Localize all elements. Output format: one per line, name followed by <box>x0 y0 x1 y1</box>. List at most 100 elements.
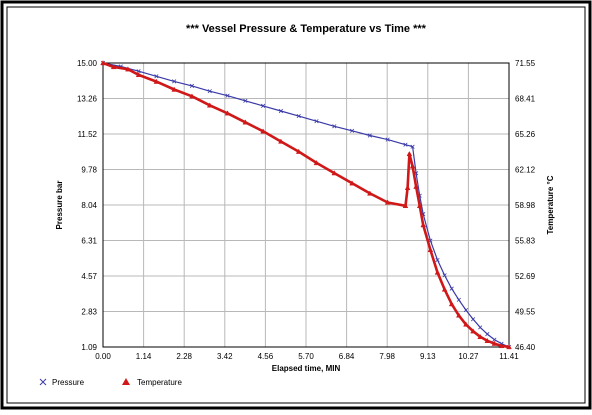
pressure-point <box>314 119 319 124</box>
y-left-tick-label: 1.09 <box>81 343 97 352</box>
series-line-pressure <box>102 62 510 348</box>
temperature-point <box>331 170 338 176</box>
inner-border <box>6 6 586 404</box>
temperature-point <box>224 110 231 116</box>
pressure-point <box>449 286 454 291</box>
temperature-point <box>100 60 106 66</box>
pressure-point <box>332 124 337 129</box>
y-right-tick-label: 55.83 <box>515 237 536 246</box>
pressure-point <box>492 337 497 342</box>
y-left-tick-label: 15.00 <box>77 59 98 68</box>
temperature-point <box>506 344 512 350</box>
y-left-tick-label: 2.83 <box>81 308 97 317</box>
legend-pressure-label: Pressure <box>52 378 85 387</box>
temperature-point <box>242 119 249 125</box>
x-tick-label: 9.13 <box>420 352 436 361</box>
temperature-point <box>456 312 462 318</box>
temperature-point <box>416 202 423 209</box>
pressure-point <box>470 317 476 322</box>
temperature-point <box>409 163 416 169</box>
pressure-point <box>410 144 415 149</box>
legend-temperature-marker <box>122 378 130 385</box>
left-axis: 15.00 13.26 11.52 9.78 8.04 6.31 4.57 2.83 1.09 <box>77 59 98 352</box>
pressure-point <box>207 89 212 94</box>
pressure-point <box>225 93 230 98</box>
y-right-tick-label: 65.26 <box>515 130 536 139</box>
chart-title: *** Vessel Pressure & Temperature vs Tim… <box>186 23 427 35</box>
x-tick-label: 5.70 <box>298 352 314 361</box>
y-left-tick-label: 9.78 <box>81 166 97 175</box>
y-right-tick-label: 49.55 <box>515 308 536 317</box>
y-left-tick-label: 4.57 <box>81 272 97 281</box>
x-tick-label: 6.84 <box>339 352 355 361</box>
temperature-point <box>260 128 266 134</box>
temperature-point <box>463 321 469 327</box>
temperature-point <box>367 190 373 196</box>
temperature-point <box>498 342 505 349</box>
pressure-point <box>154 74 159 79</box>
plot-area <box>102 62 510 348</box>
temperature-point <box>491 340 498 346</box>
pressure-point <box>463 307 469 313</box>
pressure-point <box>136 69 141 74</box>
pressure-point <box>261 103 266 108</box>
legend-x-marker <box>39 378 47 386</box>
temperature-point <box>448 301 455 307</box>
pressure-point <box>456 297 461 302</box>
y-left-tick-label: 13.26 <box>77 95 98 104</box>
x-tick-label: 3.42 <box>217 352 233 361</box>
y-right-tick-label: 71.55 <box>515 59 536 68</box>
y-right-tick-label: 68.41 <box>515 95 536 104</box>
x-tick-label: 7.98 <box>379 352 395 361</box>
x-axis-label: Elapsed time, MIN <box>272 364 341 373</box>
temperature-point <box>470 328 476 334</box>
temperature-point <box>125 66 131 72</box>
temperature-point <box>441 286 448 292</box>
x-tick-label: 10.27 <box>458 352 479 361</box>
y-left-tick-label: 6.31 <box>81 237 97 246</box>
temperature-point <box>420 222 427 228</box>
temperature-point <box>477 333 484 340</box>
y-left-tick-label: 11.52 <box>78 130 98 139</box>
x-tick-label: 4.56 <box>258 352 274 361</box>
pressure-point <box>296 114 301 119</box>
temperature-point <box>171 86 177 92</box>
temperature-point <box>135 71 142 78</box>
temperature-point <box>278 138 284 144</box>
pressure-point <box>243 98 248 103</box>
pressure-point <box>367 133 372 138</box>
series-layer <box>100 60 512 350</box>
pressure-point <box>278 108 283 114</box>
y-right-tick-label: 58.98 <box>515 201 536 210</box>
temperature-point <box>406 150 413 157</box>
y-axis-left-label: Pressure bar <box>55 181 64 230</box>
legend: Pressure Temperature <box>39 378 182 387</box>
x-tick-label: 1.14 <box>136 352 152 361</box>
temperature-point <box>349 180 355 186</box>
y-right-tick-label: 46.40 <box>515 343 536 352</box>
pressure-point <box>442 273 447 278</box>
x-tick-label: 0.00 <box>95 352 111 361</box>
temperature-point <box>206 102 213 108</box>
y-left-tick-label: 8.04 <box>81 201 97 210</box>
temperature-point <box>295 148 302 154</box>
legend-triangle-marker <box>122 378 130 385</box>
temperature-point <box>427 246 434 253</box>
pressure-point <box>349 128 355 133</box>
temperature-point <box>384 199 391 205</box>
legend-temperature-label: Temperature <box>137 378 182 387</box>
y-right-tick-label: 62.12 <box>515 166 536 175</box>
pressure-point <box>403 142 408 147</box>
temperature-point <box>413 183 419 189</box>
temperature-point <box>189 93 195 99</box>
legend-pressure-marker <box>39 378 47 386</box>
temperature-point <box>110 64 117 70</box>
grid <box>103 63 509 347</box>
x-tick-label: 2.28 <box>176 352 192 361</box>
x-axis: 0.00 1.14 2.28 3.42 4.56 5.70 6.84 7.98 9.13 10.2… <box>95 352 519 361</box>
temperature-point <box>484 337 491 343</box>
pressure-point <box>485 332 490 337</box>
pressure-point <box>478 325 483 330</box>
